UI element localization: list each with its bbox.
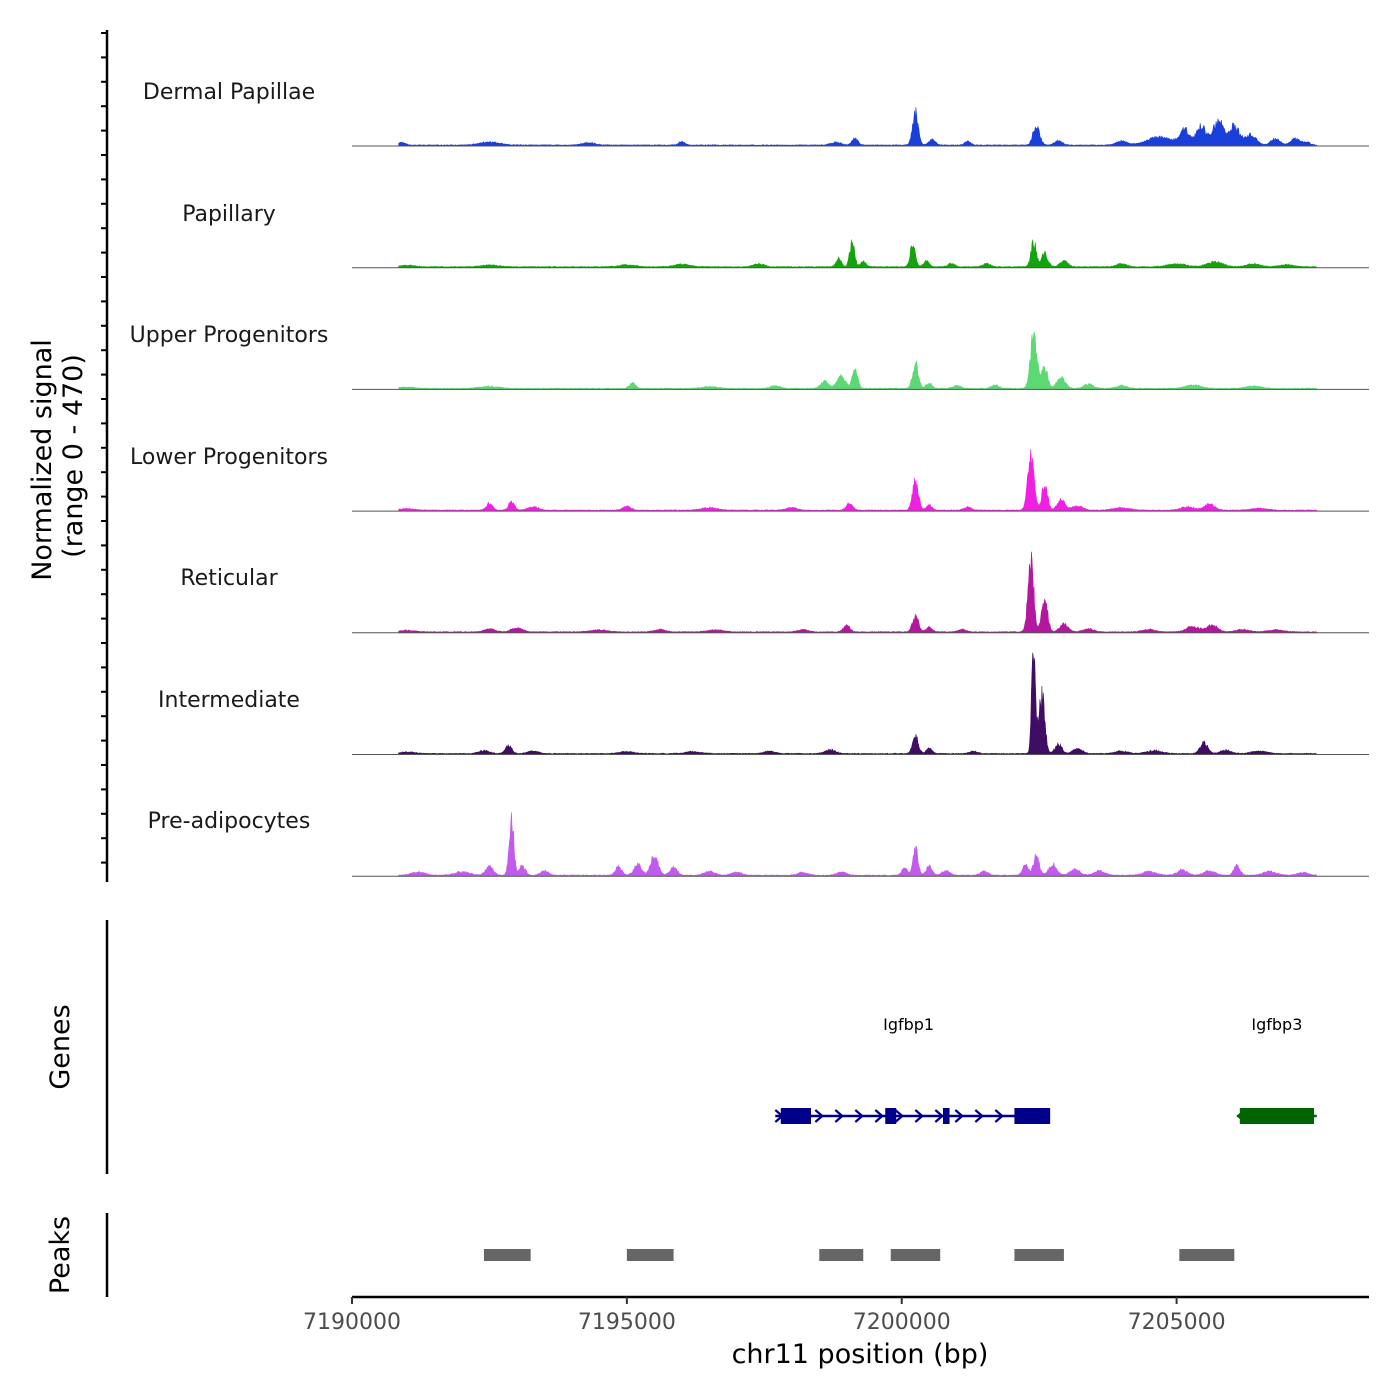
coverage-area-1: [398, 107, 1318, 147]
x-axis-ticks: 7190000 7195000 7200000 7205000: [303, 1297, 1226, 1335]
gene-label-igfbp3: Igfbp3: [1251, 1015, 1302, 1034]
coverage-area-6: [398, 652, 1318, 755]
y-axis-title-line2: (range 0 - 470): [58, 354, 89, 558]
coverage-area-4: [398, 449, 1318, 512]
peak-region-1: [483, 1249, 531, 1261]
gene-igfbp3: Igfbp3: [1236, 1015, 1317, 1124]
peak-region-6: [1179, 1249, 1235, 1261]
x-axis-tick-label: 7195000: [578, 1310, 676, 1335]
coverage-track-7: [352, 812, 1369, 877]
gene-strand-arrow: [834, 1109, 844, 1123]
coverage-area-3: [398, 331, 1318, 390]
coverage-area-2: [398, 239, 1318, 268]
gene-igfbp1: Igfbp1: [774, 1015, 1051, 1124]
gene-strand-arrow: [934, 1109, 944, 1123]
coverage-track-6: [352, 652, 1369, 755]
coverage-track-5: [352, 551, 1369, 634]
track-label-intermediate: Intermediate: [158, 688, 300, 713]
coverage-area-5: [398, 551, 1318, 634]
coverage-axis-ticks: [101, 32, 107, 864]
gene-exon: [1239, 1108, 1315, 1124]
peak-region-4: [890, 1249, 941, 1261]
gene-strand-arrow: [914, 1109, 924, 1123]
gene-exon: [780, 1108, 812, 1124]
coverage-track-4: [352, 449, 1369, 512]
gene-label-igfbp1: Igfbp1: [883, 1015, 934, 1034]
gene-exon: [942, 1108, 950, 1124]
x-axis-tick-label: 7200000: [853, 1310, 951, 1335]
track-label-pre-adipocytes: Pre-adipocytes: [148, 809, 311, 834]
gene-strand-arrow: [874, 1109, 884, 1123]
coverage-tracks: [352, 107, 1369, 877]
gene-strand-arrow: [994, 1109, 1004, 1123]
coverage-area-7: [398, 812, 1318, 877]
track-labels: Dermal Papillae Papillary Upper Progenit…: [130, 80, 329, 834]
gene-strand-arrow: [814, 1109, 824, 1123]
gene-exon: [1014, 1108, 1051, 1124]
gene-exon: [885, 1108, 897, 1124]
x-axis-title: chr11 position (bp): [732, 1339, 989, 1370]
track-label-upper-progenitors: Upper Progenitors: [130, 323, 329, 348]
gene-strand-arrow: [894, 1109, 904, 1123]
y-axis-title: Normalized signal (range 0 - 470): [27, 339, 89, 581]
coverage-track-1: [352, 107, 1369, 147]
gene-strand-arrow: [974, 1109, 984, 1123]
coverage-track-3: [352, 331, 1369, 390]
track-label-dermal-papillae: Dermal Papillae: [143, 80, 315, 105]
track-label-lower-progenitors: Lower Progenitors: [130, 445, 328, 470]
peak-region-5: [1014, 1249, 1064, 1261]
peak-region-3: [819, 1249, 864, 1261]
track-label-reticular: Reticular: [180, 566, 278, 591]
peaks-track-title: Peaks: [45, 1216, 76, 1294]
gene-strand-arrow: [854, 1109, 864, 1123]
coverage-track-2: [352, 239, 1369, 269]
peak-region-2: [626, 1249, 674, 1261]
track-label-papillary: Papillary: [182, 202, 276, 227]
x-axis-tick-label: 7190000: [303, 1310, 401, 1335]
y-axis-title-line1: Normalized signal: [27, 339, 58, 581]
gene-strand-arrow: [954, 1109, 964, 1123]
genes-track-title: Genes: [45, 1004, 76, 1089]
genes-track: Igfbp1 Igfbp3: [774, 1015, 1317, 1124]
x-axis-tick-label: 7205000: [1128, 1310, 1226, 1335]
peaks-track: [483, 1249, 1235, 1261]
